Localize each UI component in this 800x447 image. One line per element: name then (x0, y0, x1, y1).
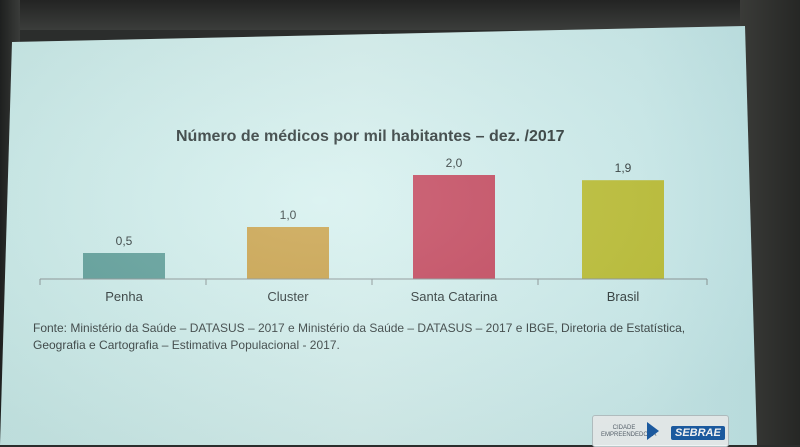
bar-3 (582, 180, 664, 279)
category-label-2: Santa Catarina (411, 289, 498, 304)
chart-layer: 0,5 Penha 1,0 Cluster 2,0 Santa Catarina 1,9 Br… (39, 156, 708, 304)
category-label-1: Cluster (267, 289, 309, 304)
bar-0 (83, 253, 165, 279)
logo-brand-text: SEBRAE (671, 426, 725, 440)
chart-title: Número de médicos por mil habitantes – d… (176, 128, 565, 145)
data-label-0: 0,5 (116, 234, 133, 248)
category-label-0: Penha (105, 289, 143, 304)
data-label-3: 1,9 (615, 161, 632, 175)
bar-1 (247, 227, 329, 279)
data-label-2: 2,0 (446, 156, 463, 170)
source-note: Fonte: Ministério da Saúde – DATASUS – 2… (33, 321, 686, 352)
logo-small-text: CIDADE EMPREENDEDORA (601, 425, 657, 438)
room-background-top (0, 0, 800, 30)
data-label-1: 1,0 (280, 208, 297, 222)
sebrae-logo: CIDADE EMPREENDEDORA SEBRAE (592, 415, 729, 447)
category-label-3: Brasil (607, 289, 640, 304)
logo-arrow-icon (647, 422, 659, 440)
bar-2 (413, 175, 495, 279)
